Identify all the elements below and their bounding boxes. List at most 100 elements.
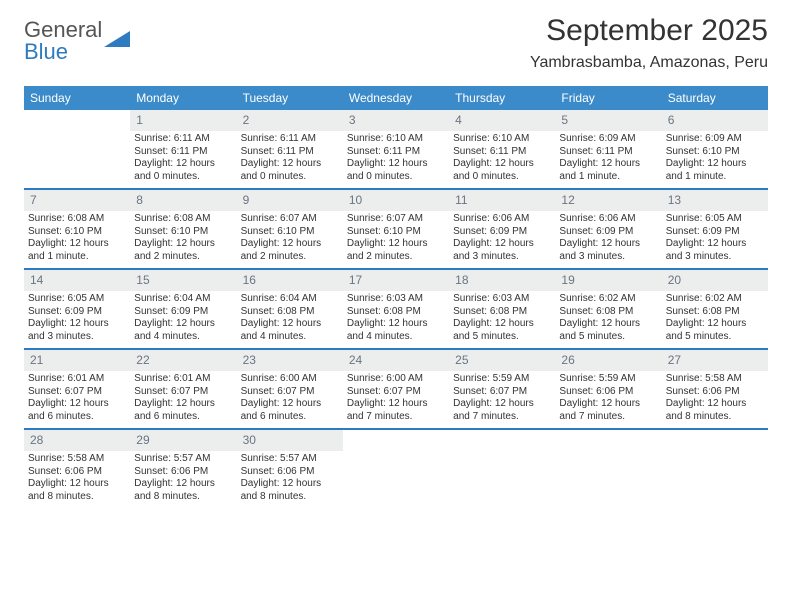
- day-number: 14: [24, 270, 130, 291]
- day-cell: 30Sunrise: 5:57 AMSunset: 6:06 PMDayligh…: [237, 430, 343, 508]
- day-day1: Daylight: 12 hours: [134, 158, 232, 171]
- day-body: Sunrise: 6:09 AMSunset: 6:10 PMDaylight:…: [662, 131, 768, 187]
- day-day1: Daylight: 12 hours: [666, 398, 764, 411]
- day-number: 20: [662, 270, 768, 291]
- day-sunrise: Sunrise: 6:10 AM: [347, 133, 445, 146]
- day-sunrise: Sunrise: 5:59 AM: [453, 373, 551, 386]
- day-day2: and 2 minutes.: [241, 251, 339, 264]
- day-sunrise: Sunrise: 6:01 AM: [134, 373, 232, 386]
- day-sunset: Sunset: 6:09 PM: [453, 226, 551, 239]
- day-cell: [24, 110, 130, 188]
- day-number: 27: [662, 350, 768, 371]
- day-body: Sunrise: 6:06 AMSunset: 6:09 PMDaylight:…: [555, 211, 661, 267]
- triangle-icon: [104, 29, 130, 56]
- day-day2: and 4 minutes.: [134, 331, 232, 344]
- calendar-week: 7Sunrise: 6:08 AMSunset: 6:10 PMDaylight…: [24, 190, 768, 270]
- calendar-header: SundayMondayTuesdayWednesdayThursdayFrid…: [24, 86, 768, 110]
- day-cell: [555, 430, 661, 508]
- day-sunset: Sunset: 6:08 PM: [559, 306, 657, 319]
- day-body: Sunrise: 6:07 AMSunset: 6:10 PMDaylight:…: [343, 211, 449, 267]
- day-cell: [449, 430, 555, 508]
- day-number: 25: [449, 350, 555, 371]
- day-cell: 8Sunrise: 6:08 AMSunset: 6:10 PMDaylight…: [130, 190, 236, 268]
- day-sunrise: Sunrise: 6:08 AM: [134, 213, 232, 226]
- day-day1: Daylight: 12 hours: [241, 318, 339, 331]
- day-day1: Daylight: 12 hours: [347, 158, 445, 171]
- day-sunset: Sunset: 6:09 PM: [666, 226, 764, 239]
- day-body: Sunrise: 5:59 AMSunset: 6:06 PMDaylight:…: [555, 371, 661, 427]
- weekday-header: Wednesday: [343, 86, 449, 110]
- calendar: SundayMondayTuesdayWednesdayThursdayFrid…: [24, 86, 768, 508]
- day-day1: Daylight: 12 hours: [241, 398, 339, 411]
- day-sunrise: Sunrise: 5:57 AM: [241, 453, 339, 466]
- day-cell: 5Sunrise: 6:09 AMSunset: 6:11 PMDaylight…: [555, 110, 661, 188]
- day-sunrise: Sunrise: 6:05 AM: [666, 213, 764, 226]
- day-body: Sunrise: 6:06 AMSunset: 6:09 PMDaylight:…: [449, 211, 555, 267]
- weekday-header: Saturday: [662, 86, 768, 110]
- day-sunset: Sunset: 6:10 PM: [28, 226, 126, 239]
- day-cell: 14Sunrise: 6:05 AMSunset: 6:09 PMDayligh…: [24, 270, 130, 348]
- day-sunrise: Sunrise: 6:01 AM: [28, 373, 126, 386]
- day-cell: 29Sunrise: 5:57 AMSunset: 6:06 PMDayligh…: [130, 430, 236, 508]
- day-sunset: Sunset: 6:06 PM: [28, 466, 126, 479]
- calendar-week: 14Sunrise: 6:05 AMSunset: 6:09 PMDayligh…: [24, 270, 768, 350]
- day-body: Sunrise: 6:01 AMSunset: 6:07 PMDaylight:…: [24, 371, 130, 427]
- day-day2: and 8 minutes.: [28, 491, 126, 504]
- day-day1: Daylight: 12 hours: [453, 158, 551, 171]
- day-day2: and 4 minutes.: [241, 331, 339, 344]
- day-day2: and 4 minutes.: [347, 331, 445, 344]
- day-sunrise: Sunrise: 6:07 AM: [347, 213, 445, 226]
- day-number: 10: [343, 190, 449, 211]
- day-body: Sunrise: 6:11 AMSunset: 6:11 PMDaylight:…: [130, 131, 236, 187]
- day-sunrise: Sunrise: 5:58 AM: [28, 453, 126, 466]
- day-cell: 27Sunrise: 5:58 AMSunset: 6:06 PMDayligh…: [662, 350, 768, 428]
- day-cell: 23Sunrise: 6:00 AMSunset: 6:07 PMDayligh…: [237, 350, 343, 428]
- day-sunset: Sunset: 6:08 PM: [347, 306, 445, 319]
- day-body: Sunrise: 6:08 AMSunset: 6:10 PMDaylight:…: [130, 211, 236, 267]
- day-sunset: Sunset: 6:08 PM: [666, 306, 764, 319]
- day-day2: and 3 minutes.: [559, 251, 657, 264]
- day-day1: Daylight: 12 hours: [134, 318, 232, 331]
- day-sunset: Sunset: 6:11 PM: [241, 146, 339, 159]
- day-body: Sunrise: 5:57 AMSunset: 6:06 PMDaylight:…: [130, 451, 236, 507]
- day-sunset: Sunset: 6:07 PM: [453, 386, 551, 399]
- day-day2: and 0 minutes.: [453, 171, 551, 184]
- day-sunset: Sunset: 6:07 PM: [134, 386, 232, 399]
- day-body: Sunrise: 6:01 AMSunset: 6:07 PMDaylight:…: [130, 371, 236, 427]
- day-day1: Daylight: 12 hours: [241, 158, 339, 171]
- day-body: Sunrise: 6:10 AMSunset: 6:11 PMDaylight:…: [343, 131, 449, 187]
- day-body: Sunrise: 6:03 AMSunset: 6:08 PMDaylight:…: [343, 291, 449, 347]
- day-day2: and 0 minutes.: [134, 171, 232, 184]
- day-body: Sunrise: 6:10 AMSunset: 6:11 PMDaylight:…: [449, 131, 555, 187]
- day-sunrise: Sunrise: 6:07 AM: [241, 213, 339, 226]
- day-sunrise: Sunrise: 6:05 AM: [28, 293, 126, 306]
- day-body: Sunrise: 6:05 AMSunset: 6:09 PMDaylight:…: [24, 291, 130, 347]
- day-number: 1: [130, 110, 236, 131]
- day-body: Sunrise: 6:08 AMSunset: 6:10 PMDaylight:…: [24, 211, 130, 267]
- day-body: Sunrise: 6:00 AMSunset: 6:07 PMDaylight:…: [237, 371, 343, 427]
- day-day2: and 3 minutes.: [666, 251, 764, 264]
- day-sunrise: Sunrise: 6:09 AM: [559, 133, 657, 146]
- page-title: September 2025: [530, 14, 768, 48]
- day-day1: Daylight: 12 hours: [28, 398, 126, 411]
- day-sunset: Sunset: 6:10 PM: [666, 146, 764, 159]
- day-body: Sunrise: 6:03 AMSunset: 6:08 PMDaylight:…: [449, 291, 555, 347]
- day-day1: Daylight: 12 hours: [453, 398, 551, 411]
- day-sunset: Sunset: 6:08 PM: [453, 306, 551, 319]
- weekday-header: Monday: [130, 86, 236, 110]
- day-day2: and 7 minutes.: [347, 411, 445, 424]
- day-cell: 20Sunrise: 6:02 AMSunset: 6:08 PMDayligh…: [662, 270, 768, 348]
- day-day2: and 6 minutes.: [134, 411, 232, 424]
- day-number: [24, 110, 130, 131]
- location-text: Yambrasbamba, Amazonas, Peru: [530, 54, 768, 72]
- day-number: [555, 430, 661, 451]
- day-number: 18: [449, 270, 555, 291]
- day-number: 2: [237, 110, 343, 131]
- day-cell: 28Sunrise: 5:58 AMSunset: 6:06 PMDayligh…: [24, 430, 130, 508]
- day-day1: Daylight: 12 hours: [134, 398, 232, 411]
- day-cell: 19Sunrise: 6:02 AMSunset: 6:08 PMDayligh…: [555, 270, 661, 348]
- day-day2: and 0 minutes.: [241, 171, 339, 184]
- day-number: [662, 430, 768, 451]
- day-cell: 3Sunrise: 6:10 AMSunset: 6:11 PMDaylight…: [343, 110, 449, 188]
- day-sunrise: Sunrise: 6:11 AM: [134, 133, 232, 146]
